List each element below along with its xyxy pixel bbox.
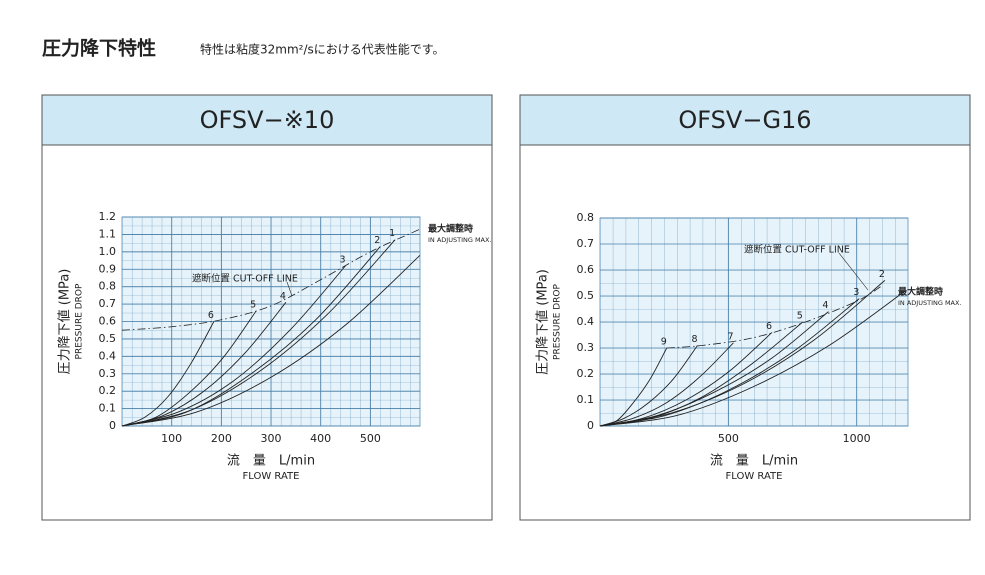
curve bbox=[121, 265, 346, 427]
panel-title: OFSV−G16 bbox=[678, 106, 811, 134]
leader-line bbox=[838, 252, 869, 291]
page-subtitle: 特性は粘度32mm²/sにおける代表性能です。 bbox=[200, 42, 445, 57]
curve bbox=[121, 239, 396, 427]
curve-label: 1 bbox=[389, 228, 395, 239]
y-tick-label: 0.2 bbox=[577, 367, 595, 380]
y-tick-label: 0.2 bbox=[99, 384, 117, 397]
y-tick-label: 0.7 bbox=[577, 237, 595, 250]
page-title: 圧力降下特性 bbox=[42, 37, 156, 60]
y-axis-label: 圧力降下値 (MPa) bbox=[535, 269, 551, 375]
curve-label: 9 bbox=[661, 337, 667, 348]
y-tick-label: 0.1 bbox=[99, 402, 117, 415]
curve-label: 2 bbox=[374, 235, 380, 246]
curve-label: 7 bbox=[727, 331, 733, 342]
y-tick-label: 1.0 bbox=[99, 245, 117, 258]
curve bbox=[599, 342, 734, 427]
leader-line bbox=[286, 281, 293, 297]
curve-label: 2 bbox=[879, 269, 885, 280]
y-tick-label: 0.9 bbox=[99, 262, 117, 275]
curve bbox=[599, 280, 886, 427]
curve bbox=[599, 345, 698, 427]
x-tick-label: 300 bbox=[261, 432, 282, 445]
y-tick-label: 0.6 bbox=[99, 315, 117, 328]
cutoff-label: 遮断位置 CUT-OFF LINE bbox=[192, 273, 298, 285]
y-tick-label: 0.3 bbox=[577, 341, 595, 354]
cutoff-label: 遮断位置 CUT-OFF LINE bbox=[744, 244, 850, 256]
curve-label: 3 bbox=[853, 287, 859, 298]
y-tick-label: 0.4 bbox=[577, 315, 595, 328]
y-tick-label: 1.1 bbox=[99, 227, 117, 240]
y-axis-sublabel: PRESSURE DROP bbox=[75, 283, 85, 359]
panel-header bbox=[41, 94, 493, 146]
y-tick-label: 0 bbox=[109, 419, 116, 432]
curve bbox=[121, 246, 381, 427]
y-tick-label: 0.3 bbox=[99, 367, 117, 380]
x-tick-label: 400 bbox=[310, 432, 331, 445]
panel-header bbox=[519, 94, 971, 146]
curve-label: 6 bbox=[766, 321, 772, 332]
x-tick-label: 200 bbox=[211, 432, 232, 445]
x-axis-label: 流 量 L/min bbox=[710, 454, 798, 469]
curve bbox=[599, 298, 860, 427]
curve-label: 4 bbox=[280, 291, 286, 302]
y-axis-label: 圧力降下値 (MPa) bbox=[57, 269, 73, 375]
y-tick-label: 0.7 bbox=[99, 297, 117, 310]
curve-label: 5 bbox=[797, 311, 803, 322]
curve-label: 8 bbox=[692, 334, 698, 345]
y-tick-label: 0.5 bbox=[577, 289, 595, 302]
max-label: 最大調整時 bbox=[428, 223, 473, 235]
y-tick-label: 0.5 bbox=[99, 332, 117, 345]
curve-label: 6 bbox=[208, 310, 214, 321]
x-tick-label: 1000 bbox=[843, 432, 871, 445]
cutoff-line bbox=[666, 285, 883, 349]
max-label: 最大調整時 bbox=[898, 286, 943, 298]
x-tick-label: 100 bbox=[161, 432, 182, 445]
curve bbox=[121, 254, 421, 427]
x-tick-label: 500 bbox=[360, 432, 381, 445]
max-sublabel: IN ADJUSTING MAX. bbox=[428, 236, 492, 244]
cutoff-line bbox=[121, 228, 421, 331]
curve-label: 5 bbox=[250, 300, 256, 311]
y-tick-label: 0.4 bbox=[99, 349, 117, 362]
y-tick-label: 0.1 bbox=[577, 393, 595, 406]
y-axis-sublabel: PRESSURE DROP bbox=[553, 283, 563, 359]
x-axis-sublabel: FLOW RATE bbox=[243, 471, 300, 482]
curve-label: 4 bbox=[822, 300, 828, 311]
y-tick-label: 0.8 bbox=[99, 280, 117, 293]
max-sublabel: IN ADJUSTING MAX. bbox=[898, 299, 962, 307]
x-tick-label: 500 bbox=[718, 432, 739, 445]
curve bbox=[121, 321, 215, 427]
panel-title: OFSV−※10 bbox=[200, 106, 335, 134]
curve-label: 3 bbox=[339, 254, 345, 265]
y-tick-label: 0.6 bbox=[577, 263, 595, 276]
x-axis-sublabel: FLOW RATE bbox=[726, 471, 783, 482]
y-tick-label: 1.2 bbox=[99, 210, 117, 223]
y-tick-label: 0 bbox=[587, 419, 594, 432]
curve bbox=[599, 290, 906, 427]
x-axis-label: 流 量 L/min bbox=[227, 454, 315, 469]
y-tick-label: 0.8 bbox=[577, 211, 595, 224]
